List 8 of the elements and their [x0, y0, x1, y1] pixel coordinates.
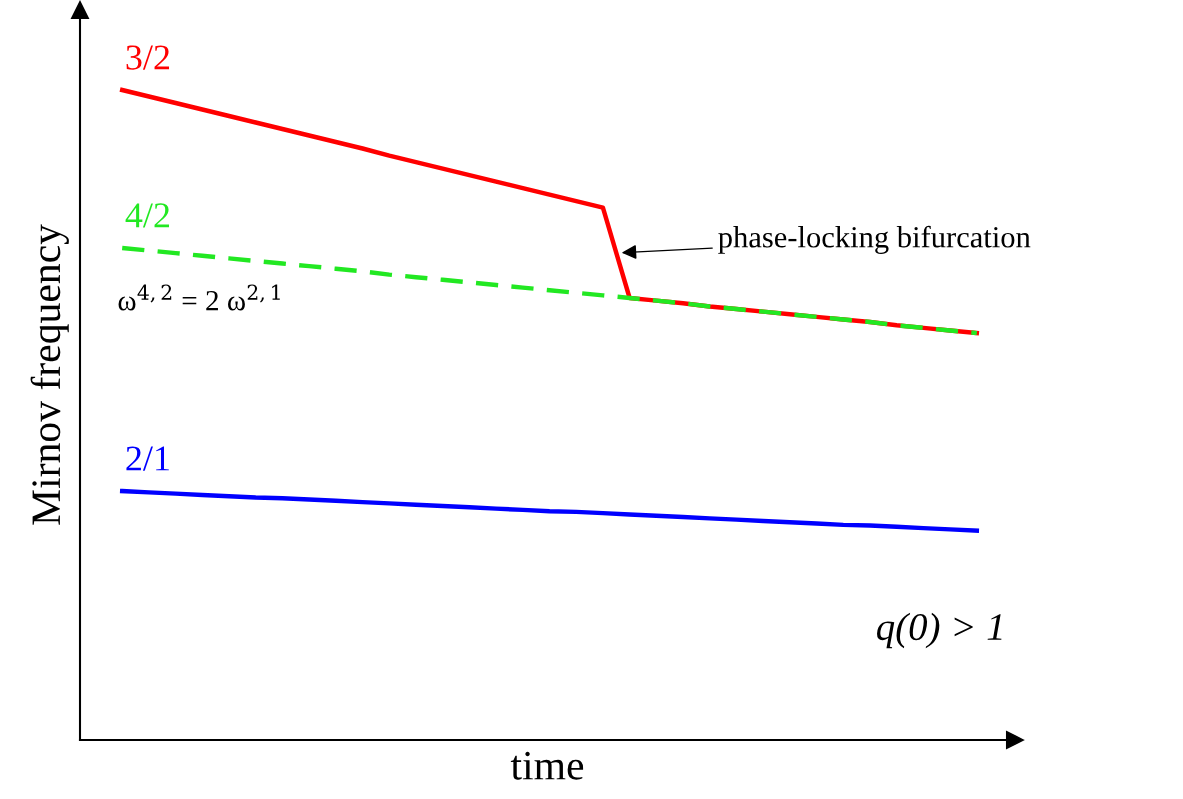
- series-label: 2/1: [126, 446, 169, 471]
- series-label: 4/2: [125, 203, 170, 228]
- x-axis-title: time: [510, 751, 584, 780]
- series-label: 3/2: [126, 45, 170, 70]
- annotation: ω$^{4,2}$ = 2 ω$^{2,1}$: [118, 284, 280, 311]
- annotation: phase-locking bifurcation: [718, 225, 1031, 254]
- y-axis-title: Mirnov frequency: [30, 224, 69, 525]
- annotation: q(0) > 1: [877, 612, 1002, 649]
